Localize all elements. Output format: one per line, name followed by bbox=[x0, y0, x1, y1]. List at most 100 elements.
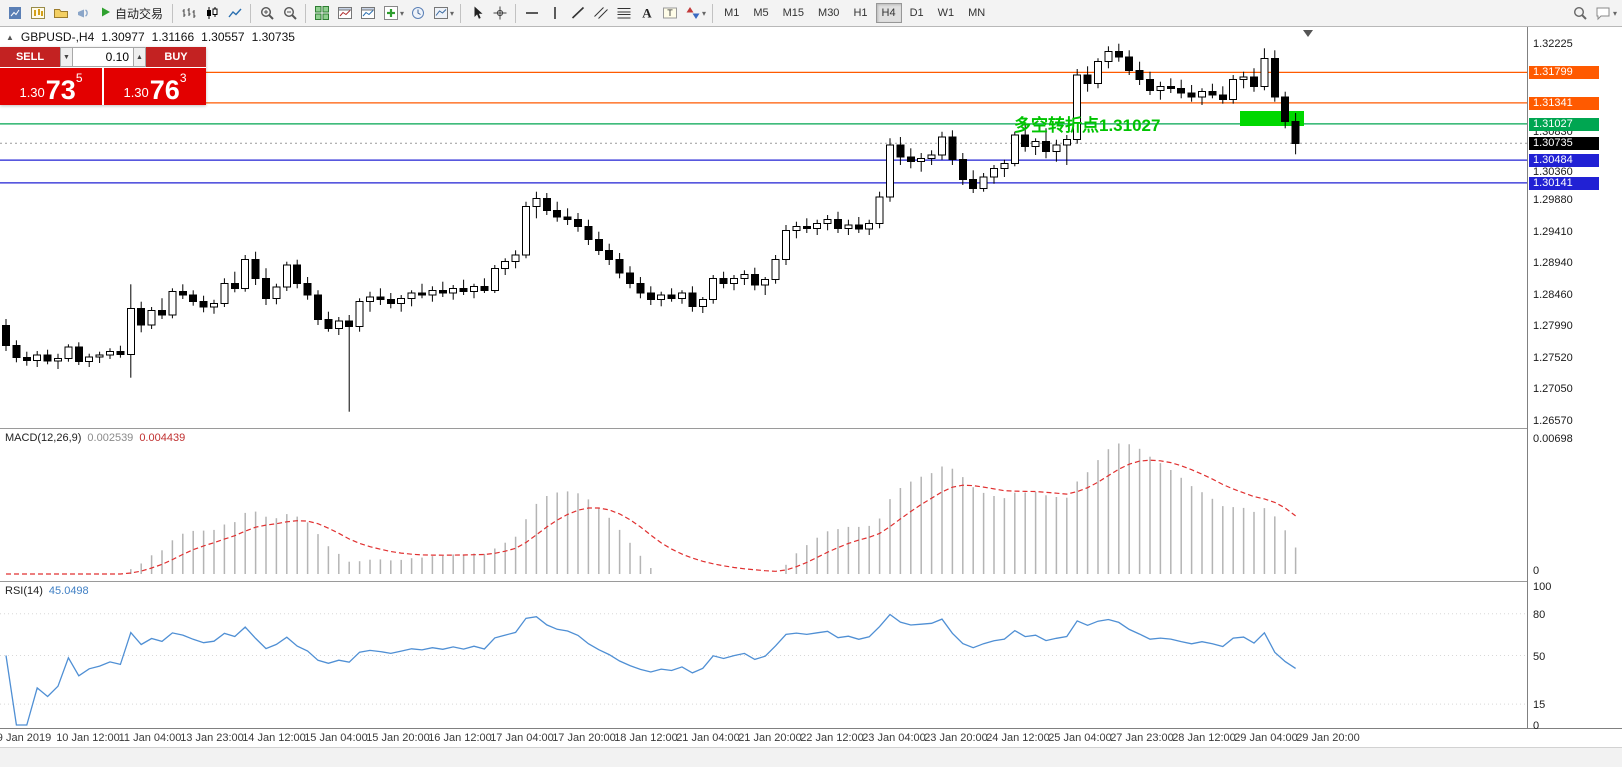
time-axis-label: 23 Jan 04:00 bbox=[862, 732, 926, 744]
time-axis-label: 17 Jan 20:00 bbox=[552, 732, 616, 744]
arrows-icon[interactable] bbox=[681, 2, 704, 24]
sell-price-sup: 5 bbox=[75, 71, 83, 85]
time-axis-label: 16 Jan 12:00 bbox=[428, 732, 492, 744]
rsi-axis-label: 0 bbox=[1533, 720, 1540, 732]
vertical-line-icon[interactable] bbox=[543, 2, 566, 24]
svg-text:T: T bbox=[667, 8, 673, 18]
cursor-icon[interactable] bbox=[465, 2, 488, 24]
price-axis[interactable]: 1.32225 1.30830 1.30360 1.29880 1.29410 1.289… bbox=[1527, 27, 1622, 732]
macd-signal-value: 0.004439 bbox=[139, 432, 186, 444]
buy-price-panel[interactable]: 1.30 76 3 bbox=[104, 68, 206, 105]
rsi-value: 45.0498 bbox=[48, 585, 89, 597]
chart-window-icon[interactable] bbox=[333, 2, 356, 24]
search-icon[interactable] bbox=[1569, 2, 1592, 24]
timeframe-w1-button[interactable]: W1 bbox=[932, 3, 961, 23]
buy-price-sup: 3 bbox=[179, 71, 187, 85]
price-chart-canvas[interactable] bbox=[0, 27, 1527, 427]
toolbar-overflow-icon[interactable]: ▾ bbox=[1612, 8, 1617, 18]
time-axis-label: 21 Jan 20:00 bbox=[738, 732, 802, 744]
timeframe-h4-button[interactable]: H4 bbox=[875, 3, 902, 23]
time-axis-label: 28 Jan 12:00 bbox=[1172, 732, 1236, 744]
text-icon[interactable]: A bbox=[635, 2, 658, 24]
timeframe-m5-button[interactable]: M5 bbox=[747, 3, 774, 23]
sell-price-panel[interactable]: 1.30 73 5 bbox=[0, 68, 102, 105]
bar-chart-mode-icon[interactable] bbox=[177, 2, 200, 24]
timeframe-mn-button[interactable]: MN bbox=[962, 3, 991, 23]
turning-point-annotation[interactable]: 多空转折点1.31027 bbox=[1014, 116, 1161, 135]
templates-dropdown-icon[interactable]: ▾ bbox=[450, 8, 455, 18]
buy-price-big: 76 bbox=[149, 75, 180, 106]
buy-price-base: 1.30 bbox=[123, 85, 149, 100]
rsi-axis-label: 50 bbox=[1533, 651, 1546, 663]
time-axis-label: 23 Jan 20:00 bbox=[924, 732, 988, 744]
chart-window-blue-icon[interactable] bbox=[356, 2, 379, 24]
macd-panel-canvas[interactable] bbox=[0, 430, 1527, 580]
macd-label: MACD(12,26,9) 0.002539 0.004439 bbox=[5, 432, 185, 444]
time-axis-label: 18 Jan 12:00 bbox=[614, 732, 678, 744]
panel-divider[interactable] bbox=[0, 428, 1622, 429]
time-axis-label: 27 Jan 23:00 bbox=[1110, 732, 1174, 744]
indicators-icon[interactable] bbox=[379, 2, 402, 24]
high-value: 1.31166 bbox=[151, 30, 195, 44]
price-axis-label: 1.30360 bbox=[1533, 166, 1573, 178]
price-axis-label: 1.27990 bbox=[1533, 320, 1573, 332]
time-axis-label: 25 Jan 04:00 bbox=[1048, 732, 1112, 744]
fibonacci-icon[interactable] bbox=[612, 2, 635, 24]
price-axis-label: 1.28460 bbox=[1533, 289, 1573, 301]
indicators-dropdown-icon[interactable]: ▾ bbox=[400, 8, 405, 18]
timeframe-m1-button[interactable]: M1 bbox=[718, 3, 745, 23]
crosshair-icon[interactable] bbox=[488, 2, 511, 24]
horizontal-scrollbar[interactable] bbox=[0, 747, 1622, 767]
market-watch-icon[interactable] bbox=[72, 2, 95, 24]
close-value: 1.30735 bbox=[251, 30, 295, 44]
timeframe-m15-button[interactable]: M15 bbox=[777, 3, 810, 23]
sell-price-big: 73 bbox=[45, 75, 76, 106]
price-level-badge: 1.31799 bbox=[1529, 66, 1599, 79]
time-axis-label: 17 Jan 04:00 bbox=[490, 732, 554, 744]
price-axis-label: 1.27520 bbox=[1533, 352, 1573, 364]
price-axis-label: 1.28940 bbox=[1533, 257, 1573, 269]
sell-button[interactable]: SELL bbox=[0, 47, 60, 67]
periods-icon[interactable] bbox=[406, 2, 429, 24]
app-icon[interactable] bbox=[3, 2, 26, 24]
chat-icon[interactable] bbox=[1592, 2, 1615, 24]
macd-name: MACD(12,26,9) bbox=[5, 432, 82, 444]
autotrading-play-icon bbox=[100, 6, 112, 21]
autotrading-button[interactable]: 自动交易 bbox=[95, 3, 168, 24]
buy-button[interactable]: BUY bbox=[146, 47, 206, 67]
rsi-line bbox=[5, 613, 1296, 726]
line-chart-mode-icon[interactable] bbox=[223, 2, 246, 24]
lot-decrease-button[interactable]: ▼ bbox=[60, 47, 73, 67]
macd-signal-line bbox=[6, 459, 1296, 575]
horizontal-line-icon[interactable] bbox=[520, 2, 543, 24]
one-click-trading-panel[interactable]: SELL ▼ ▲ BUY 1.30 73 5 1.30 76 3 bbox=[0, 47, 206, 105]
channel-icon[interactable] bbox=[589, 2, 612, 24]
macd-axis-label: 0.00698 bbox=[1533, 433, 1573, 445]
templates-icon[interactable] bbox=[429, 2, 452, 24]
price-axis-label: 1.29880 bbox=[1533, 194, 1573, 206]
arrows-dropdown-icon[interactable]: ▾ bbox=[702, 8, 707, 18]
chart-shift-marker[interactable] bbox=[1303, 30, 1313, 37]
zoom-in-icon[interactable] bbox=[255, 2, 278, 24]
lot-size-input[interactable] bbox=[73, 47, 133, 67]
time-axis[interactable]: 9 Jan 2019 10 Jan 12:00 11 Jan 04:00 13 Jan… bbox=[0, 728, 1622, 747]
candlestick-mode-icon[interactable] bbox=[200, 2, 223, 24]
instrument-icon: ▲ bbox=[6, 32, 14, 42]
toolbar-separator bbox=[515, 3, 517, 23]
new-chart-icon[interactable] bbox=[26, 2, 49, 24]
rsi-panel-canvas[interactable] bbox=[0, 583, 1527, 728]
time-axis-label: 29 Jan 04:00 bbox=[1234, 732, 1298, 744]
rsi-axis-label: 100 bbox=[1533, 581, 1552, 593]
tile-windows-icon[interactable] bbox=[310, 2, 333, 24]
lot-increase-button[interactable]: ▲ bbox=[133, 47, 146, 67]
timeframe-h1-button[interactable]: H1 bbox=[847, 3, 873, 23]
profiles-icon[interactable] bbox=[49, 2, 72, 24]
trendline-icon[interactable] bbox=[566, 2, 589, 24]
timeframe-d1-button[interactable]: D1 bbox=[904, 3, 930, 23]
toolbar-separator bbox=[172, 3, 174, 23]
time-axis-label: 13 Jan 23:00 bbox=[180, 732, 244, 744]
zoom-out-icon[interactable] bbox=[278, 2, 301, 24]
timeframe-m30-button[interactable]: M30 bbox=[812, 3, 845, 23]
panel-divider[interactable] bbox=[0, 581, 1622, 582]
text-label-icon[interactable]: T bbox=[658, 2, 681, 24]
